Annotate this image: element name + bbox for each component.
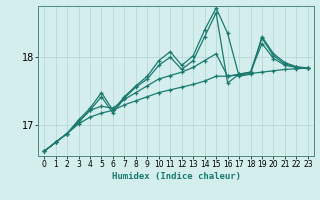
X-axis label: Humidex (Indice chaleur): Humidex (Indice chaleur) xyxy=(111,172,241,181)
